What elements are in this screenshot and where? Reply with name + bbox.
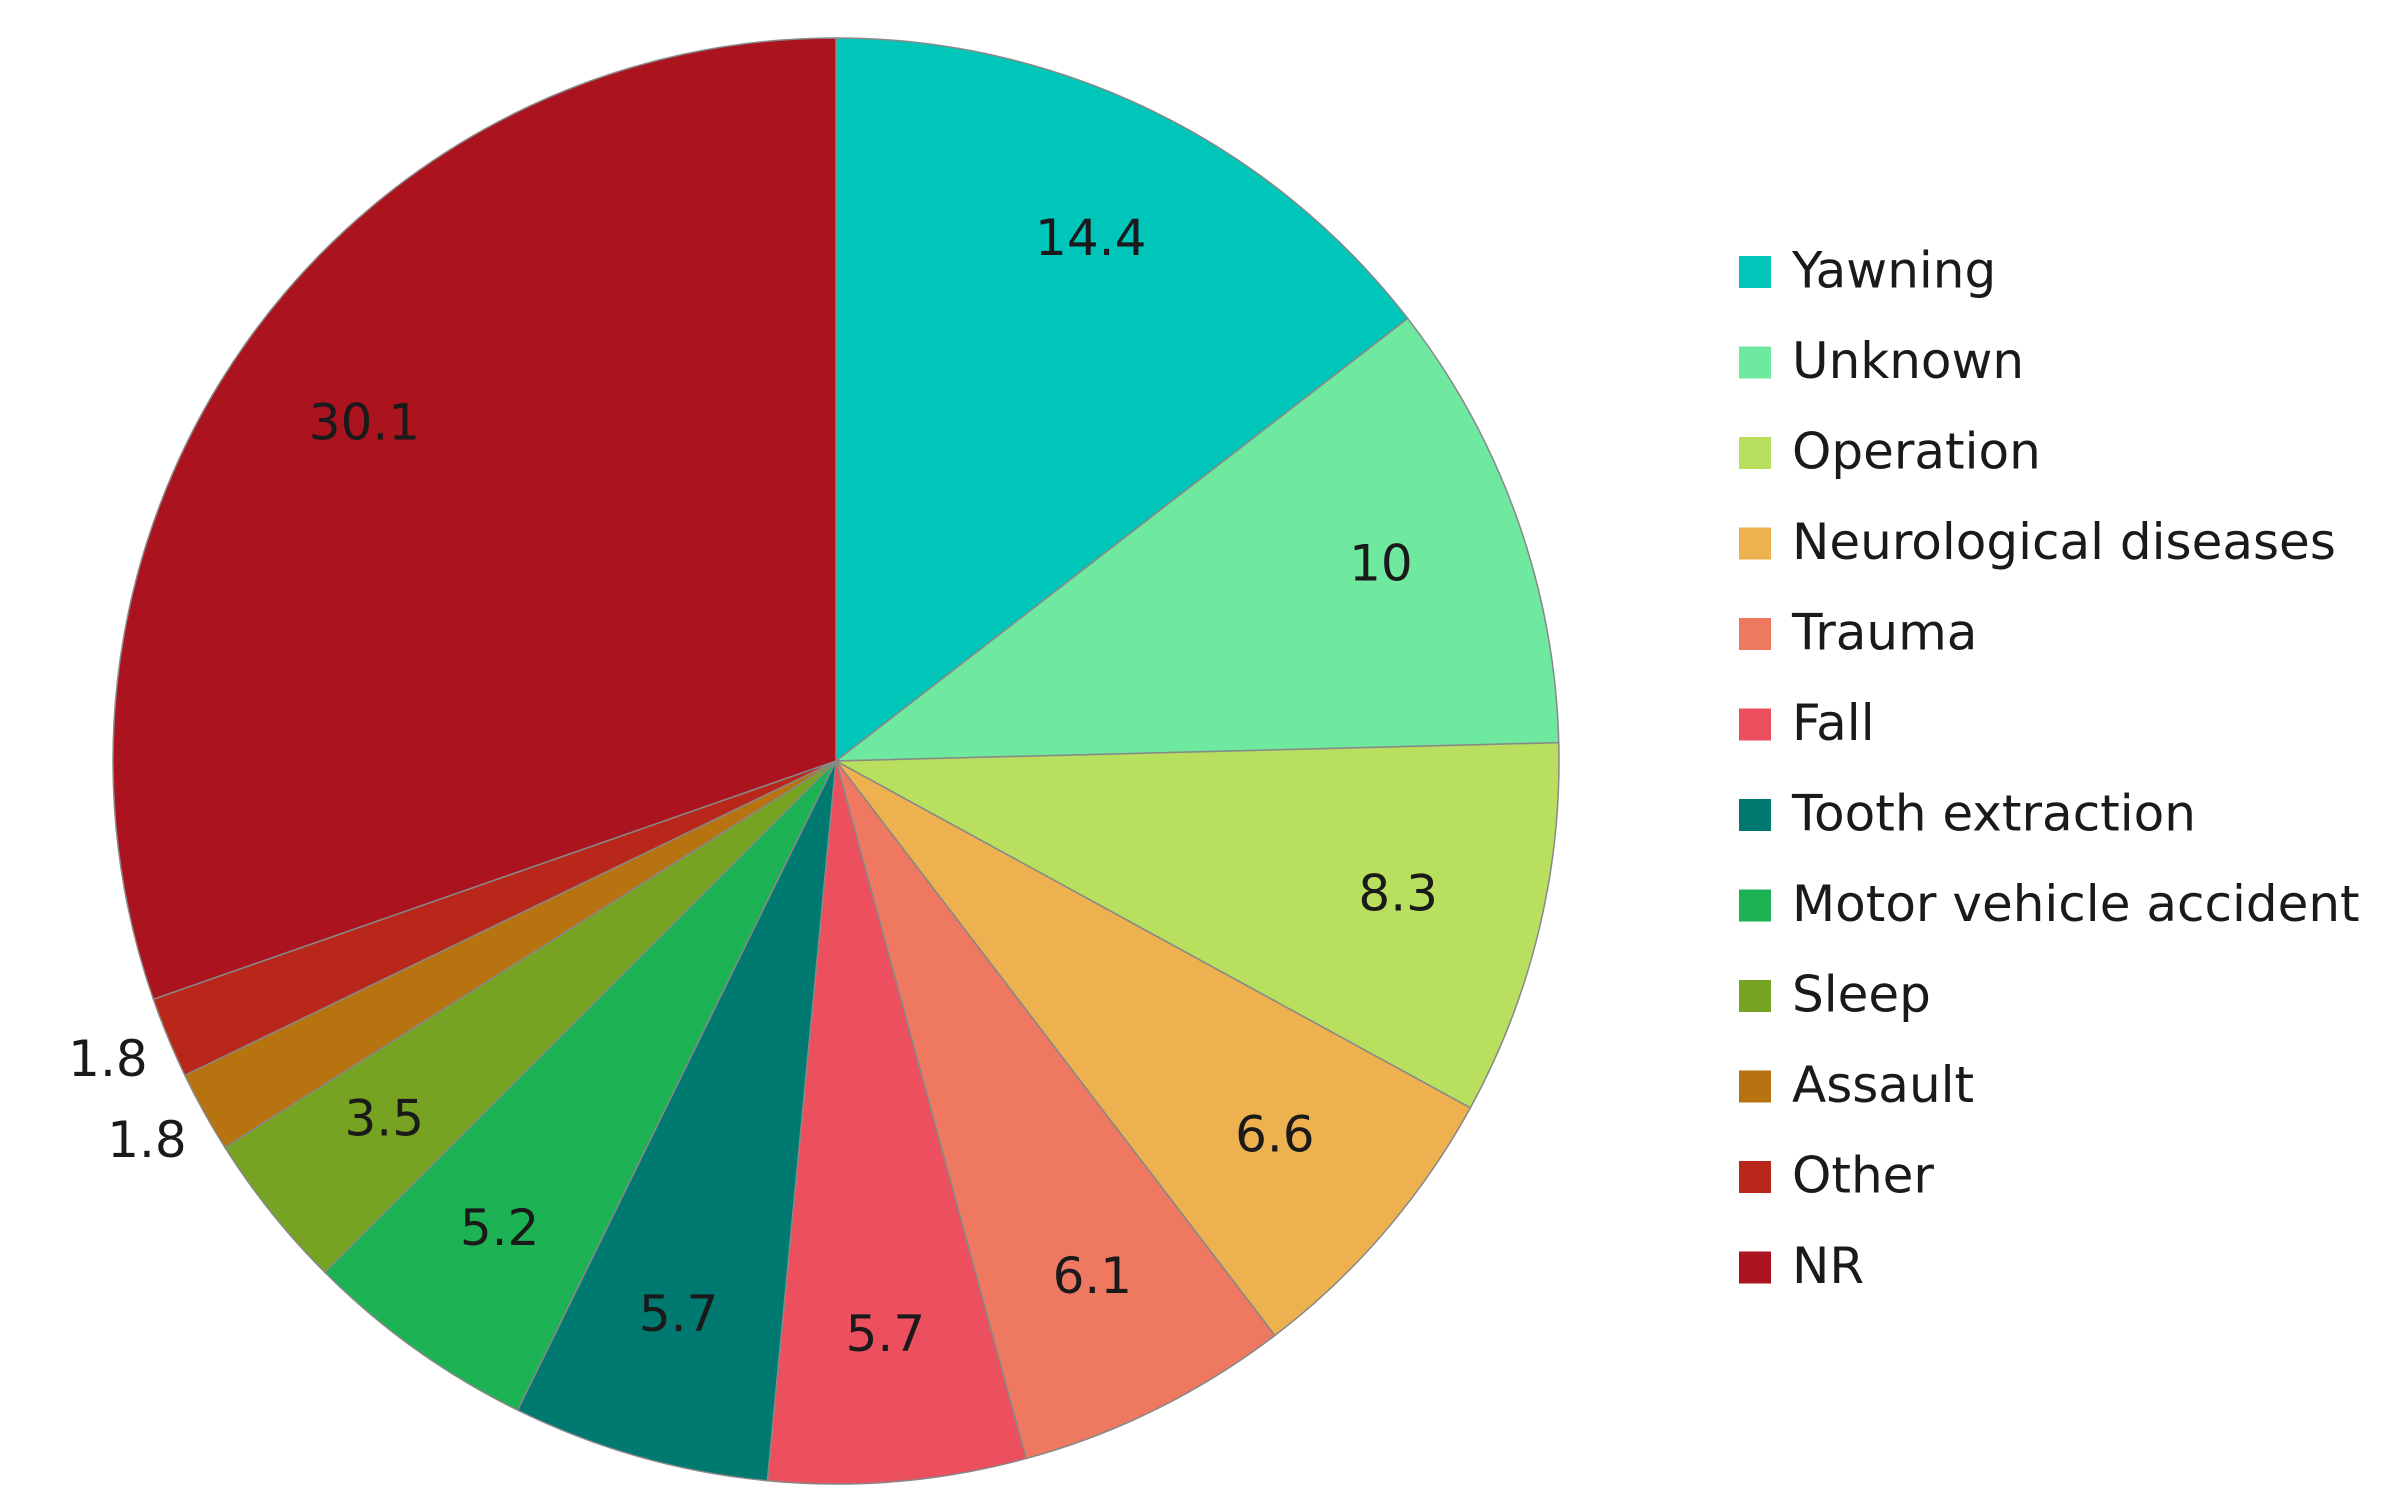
legend-swatch [1739, 1251, 1771, 1284]
legend-swatch [1739, 799, 1771, 831]
data-label: 30.1 [309, 394, 420, 452]
data-label: 6.6 [1235, 1105, 1315, 1163]
legend-label: Trauma [1791, 604, 1977, 662]
legend-swatch [1739, 1161, 1771, 1193]
pie-slice [835, 760, 1472, 1337]
data-label: 5.7 [639, 1285, 719, 1343]
pie-slice [835, 37, 1409, 763]
legend-label: Unknown [1792, 332, 2024, 390]
legend-swatch [1739, 889, 1771, 922]
data-label: 5.7 [846, 1305, 926, 1363]
legend-label: Sleep [1792, 966, 1931, 1024]
legend-swatch [1739, 1070, 1771, 1103]
data-label: 8.3 [1358, 865, 1438, 923]
legend-label: Other [1792, 1147, 1934, 1205]
data-label: 14.4 [1035, 209, 1146, 267]
legend-swatch [1739, 527, 1771, 560]
pie-slice [766, 760, 1027, 1485]
pie-slice [833, 317, 1560, 762]
pie-slice [833, 741, 1560, 1109]
legend-label: Neurological diseases [1792, 513, 2336, 571]
pie-slice [835, 760, 1276, 1460]
legend-label: Operation [1792, 423, 2041, 481]
data-label: 10 [1349, 535, 1413, 593]
legend-label: Motor vehicle accident [1792, 875, 2360, 933]
data-label: 5.2 [460, 1199, 540, 1257]
legend-swatch [1739, 708, 1771, 741]
legend-label: Yawning [1791, 242, 1996, 300]
pie-slice [112, 37, 837, 1001]
data-label: 3.5 [345, 1090, 425, 1148]
legend-swatch [1739, 346, 1771, 379]
legend-swatch [1739, 256, 1771, 288]
legend-label: Fall [1792, 694, 1875, 752]
data-label: 1.8 [68, 1030, 148, 1088]
legend-label: Tooth extraction [1791, 785, 2196, 843]
pie-slice [516, 760, 837, 1482]
legend-swatch [1739, 437, 1771, 469]
legend-swatch [1739, 618, 1771, 650]
legend-label: NR [1792, 1237, 1864, 1295]
legend-swatch [1739, 980, 1771, 1012]
pie-slice [323, 760, 837, 1412]
data-label: 1.8 [107, 1111, 187, 1169]
legend-label: Assault [1792, 1056, 1974, 1114]
data-label: 6.1 [1053, 1247, 1133, 1305]
